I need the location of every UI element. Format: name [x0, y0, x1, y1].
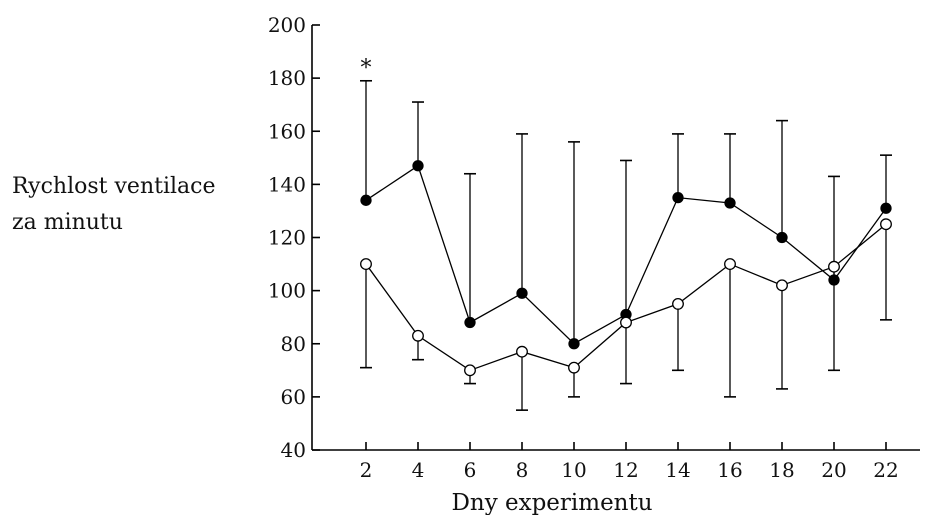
- y-tick-label: 180: [268, 66, 306, 90]
- x-tick-label: 18: [769, 458, 794, 482]
- y-tick-label: 120: [268, 226, 306, 250]
- series-2-point: [569, 362, 580, 373]
- series-2-point: [725, 259, 736, 270]
- x-tick-label: 20: [821, 458, 846, 482]
- x-tick-label: 16: [717, 458, 742, 482]
- series-1-point: [725, 198, 735, 208]
- x-tick-label: 2: [360, 458, 373, 482]
- x-tick-label: 14: [665, 458, 690, 482]
- series-1-point: [517, 288, 527, 298]
- y-tick-label: 160: [268, 119, 306, 143]
- y-tick-label: 60: [281, 385, 306, 409]
- series-2-point: [673, 299, 684, 310]
- series-2-point: [829, 261, 840, 272]
- series-1-point: [673, 193, 683, 203]
- series-2-point: [361, 259, 372, 270]
- labels: Rychlost ventilace za minutu Dny experim…: [12, 174, 653, 515]
- series-2-point: [465, 365, 476, 376]
- x-tick-label: 6: [464, 458, 477, 482]
- x-tick-label: 12: [613, 458, 638, 482]
- y-tick-label: 40: [281, 438, 306, 462]
- significance-asterisk: *: [361, 56, 372, 81]
- series-2-point: [621, 317, 632, 328]
- x-tick-label: 22: [873, 458, 898, 482]
- series-2-point: [517, 346, 528, 357]
- y-axis-label-line-2: za minutu: [12, 210, 123, 235]
- x-tick-label: 10: [561, 458, 586, 482]
- x-tick-label: 4: [412, 458, 425, 482]
- y-tick-label: 100: [268, 279, 306, 303]
- series-1-point: [829, 275, 839, 285]
- series-2-point: [413, 330, 424, 341]
- series-1-point: [569, 339, 579, 349]
- error-bars: [360, 81, 892, 410]
- x-tick-label: 8: [516, 458, 529, 482]
- y-tick-label: 200: [268, 13, 306, 37]
- y-axis-label-line-1: Rychlost ventilace: [12, 174, 216, 199]
- y-tick-label: 140: [268, 172, 306, 196]
- series-1-point: [465, 318, 475, 328]
- series-2-point: [777, 280, 788, 291]
- series-1-point: [361, 195, 371, 205]
- y-tick-label: 80: [281, 332, 306, 356]
- x-axis-label: Dny experimentu: [451, 490, 652, 515]
- series-2-point: [881, 219, 892, 230]
- series-1-point: [413, 161, 423, 171]
- series-1-point: [777, 233, 787, 243]
- series-1-point: [881, 203, 891, 213]
